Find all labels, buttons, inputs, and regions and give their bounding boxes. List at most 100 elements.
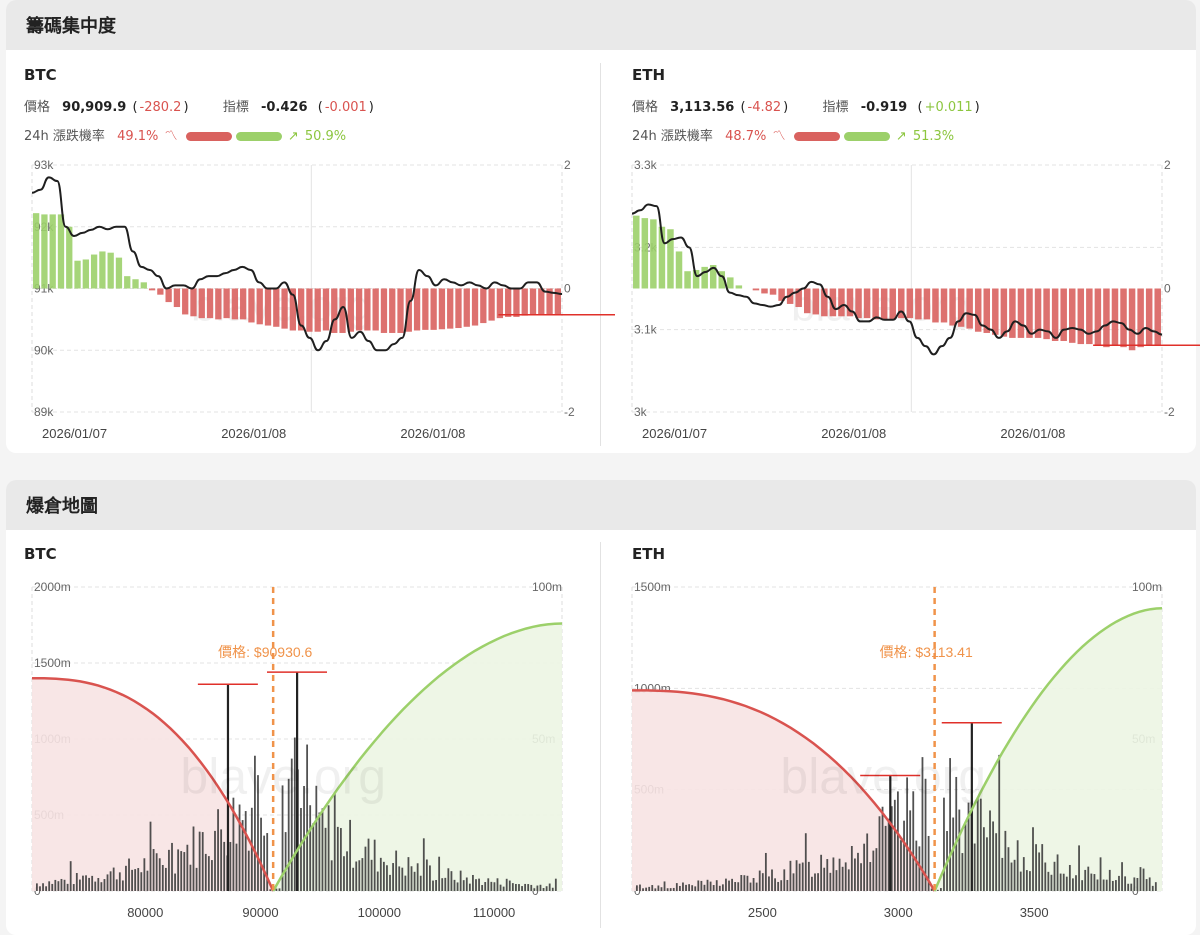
liq-bar: [678, 885, 681, 891]
liq-bar: [186, 844, 189, 891]
liq-bar: [841, 866, 844, 891]
long-liq-area: [934, 608, 1162, 891]
index-bar: [633, 215, 640, 289]
liq-bar: [706, 879, 709, 891]
liq-bar: [269, 889, 272, 891]
index-bar: [1017, 288, 1025, 338]
liq-bar: [820, 854, 823, 891]
price-line: [31, 176, 563, 352]
liq-bar: [887, 818, 890, 891]
liq-bar: [192, 826, 195, 891]
liq-bar: [281, 785, 284, 891]
liq-bar: [238, 804, 241, 891]
liq-bar: [645, 887, 648, 891]
liq-bar: [91, 875, 94, 891]
liq-bar: [330, 860, 333, 891]
liq-bar: [346, 851, 348, 891]
liq-bar: [731, 878, 733, 891]
index-bar: [331, 288, 338, 333]
liq-bar: [198, 831, 201, 891]
liq-bar: [786, 879, 789, 891]
liq-bar: [407, 857, 410, 891]
liq-bar: [900, 840, 902, 891]
liq-bar: [1065, 876, 1068, 891]
index-bar: [1009, 288, 1016, 338]
liq-bar: [88, 877, 90, 891]
liq-bar: [241, 820, 244, 891]
btc-price-change: -280.2: [139, 100, 182, 115]
index-bar: [463, 288, 470, 327]
liq-bar: [777, 881, 780, 891]
liq-bar: [232, 797, 235, 891]
index-bar: [488, 288, 495, 321]
liq-bar: [352, 867, 355, 891]
index-bar: [281, 288, 288, 329]
liq-bar: [1118, 875, 1120, 891]
liq-bar: [379, 857, 382, 891]
index-bar: [124, 276, 131, 289]
liq-bar: [300, 807, 302, 891]
liq-bar: [850, 846, 853, 891]
liq-peak-bar: [296, 672, 299, 891]
liq-bar: [207, 856, 210, 891]
liq-bar: [527, 884, 530, 891]
liq-bar: [318, 812, 321, 891]
liq-bar: [642, 888, 644, 891]
liq-bar: [1096, 879, 1099, 891]
liq-bar: [1072, 878, 1074, 891]
index-bar: [438, 288, 446, 330]
liq-bar: [1124, 876, 1127, 891]
index-bar: [223, 288, 230, 319]
liq-bar: [456, 882, 459, 891]
liq-bar: [1059, 873, 1062, 891]
index-bar: [838, 288, 845, 317]
liq-bar: [72, 884, 75, 891]
index-bar: [966, 288, 973, 329]
liq-bar: [1133, 877, 1136, 891]
btc-price-value: 90,909.9: [62, 100, 127, 115]
liq-bar: [955, 776, 958, 891]
index-bar: [932, 288, 939, 323]
liq-bar: [903, 820, 905, 891]
liq-bar: [1099, 857, 1102, 891]
current-price-label: 價格: $3113.41: [880, 644, 973, 660]
index-bar: [49, 214, 56, 289]
liq-bar: [666, 888, 669, 891]
chip-section-title: 籌碼集中度: [6, 0, 1196, 50]
liq-bar: [715, 880, 718, 891]
liq-bar: [694, 886, 697, 891]
btc-liq-symbol: BTC: [24, 545, 57, 563]
liq-bar: [881, 806, 884, 891]
index-bar: [554, 288, 562, 316]
liq-bar: [131, 869, 133, 891]
liq-bar: [1062, 873, 1065, 891]
liq-bar: [376, 871, 379, 891]
eth-liq-chart: 1500m1000m500m0100m50m0250030003500blave…: [631, 580, 1163, 920]
index-bar: [1154, 288, 1161, 346]
y-right-tick-label: 2: [564, 158, 571, 172]
liq-bar: [484, 882, 487, 891]
index-bar: [949, 288, 956, 326]
index-bar: [198, 288, 205, 319]
btc-up-prob-bar: [235, 132, 282, 141]
liq-bar: [700, 880, 703, 891]
liq-bar: [872, 850, 875, 891]
liq-bar: [838, 858, 841, 891]
liq-bar: [530, 884, 533, 891]
liq-bar: [675, 883, 678, 891]
index-bar: [297, 288, 305, 331]
liq-bar: [112, 867, 115, 891]
btc-liq-chart: 2000m1500m1000m500m0100m50m0800009000010…: [31, 580, 563, 920]
liq-bar: [278, 888, 281, 891]
liq-bar: [367, 838, 370, 891]
liq-bar: [1142, 868, 1145, 891]
index-bar: [447, 288, 454, 329]
liq-bar: [168, 849, 170, 891]
liq-bar: [106, 874, 109, 891]
btc-up-prob: 50.9%: [304, 129, 347, 144]
long-liq-area: [273, 623, 562, 891]
liq-bar: [1044, 862, 1047, 891]
liq-bar: [1130, 883, 1133, 891]
liq-bar: [1001, 857, 1004, 891]
liq-bar: [1035, 844, 1037, 891]
